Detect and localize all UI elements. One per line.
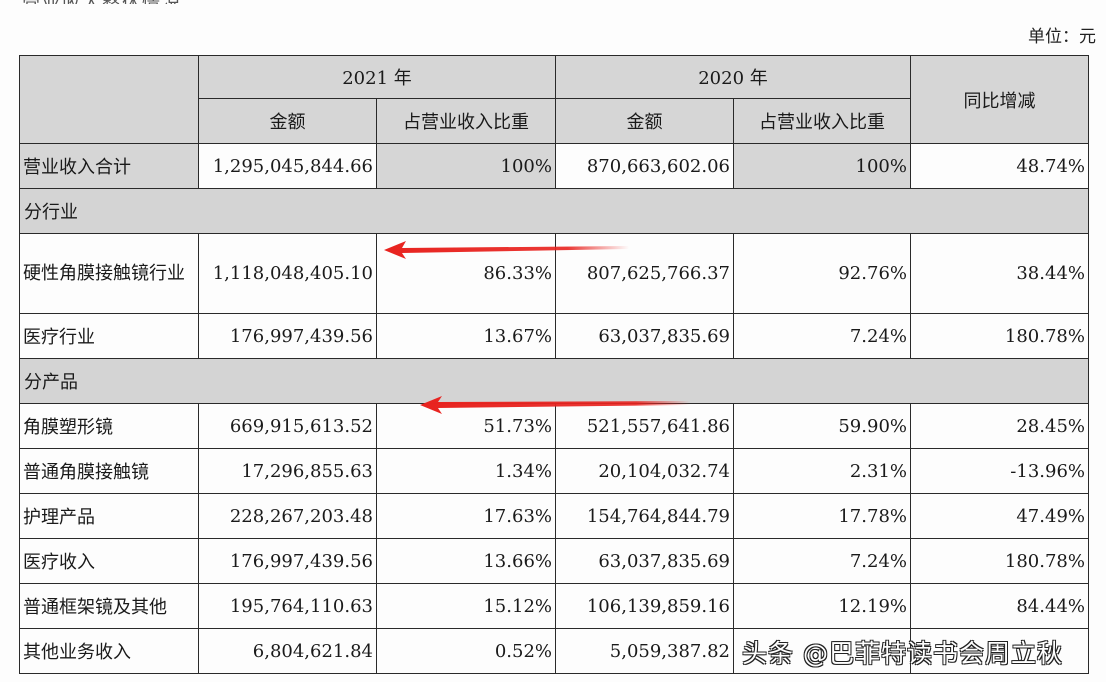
row-share-2021: 13.67% [376,313,556,359]
row-amount-2020: 521,557,641.86 [555,403,734,449]
header-row-years: 2021 年 2020 年 同比增减 [19,55,1089,144]
total-yoy: 48.74% [910,143,1089,189]
row-label: 角膜塑形镜 [19,403,199,449]
row-share-2020 [733,628,911,674]
row-share-2020: 59.90% [733,403,911,449]
row-label: 普通角膜接触镜 [19,448,199,494]
row-amount-2020: 63,037,835.69 [555,313,734,359]
row-amount-2020: 106,139,859.16 [555,583,734,629]
row-share-2021: 86.33% [376,233,556,314]
row-yoy: 180.78% [910,313,1089,359]
partial-caption: 营业收入整体情况 [22,0,182,4]
header-amount-2020: 金额 [555,98,734,144]
row-amount-2021: 228,267,203.48 [198,493,377,539]
table-row: 角膜塑形镜 669,915,613.52 51.73% 521,557,641.… [19,403,1089,449]
watermark: 头条 @巴菲特读书会周立秋 [742,639,1063,668]
row-share-2020: 17.78% [733,493,911,539]
row-yoy: -13.96% [910,448,1089,494]
header-blank [19,55,199,144]
table-row: 医疗行业 176,997,439.56 13.67% 63,037,835.69… [19,313,1089,359]
header-2020: 2020 年 [555,55,911,99]
row-share-2020: 92.76% [733,233,911,314]
section-title: 分产品 [19,358,1089,404]
header-2021: 2021 年 [198,55,556,99]
row-amount-2020: 5,059,387.82 [555,628,734,674]
row-yoy: 28.45% [910,403,1089,449]
row-amount-2020: 20,104,032.74 [555,448,734,494]
total-share-2020: 100% [733,143,911,189]
table-row: 其他业务收入 6,804,621.84 0.52% 5,059,387.82 [19,628,1089,674]
row-yoy: 84.44% [910,583,1089,629]
row-amount-2021: 17,296,855.63 [198,448,377,494]
table-row: 硬性角膜接触镜行业 1,118,048,405.10 86.33% 807,62… [19,233,1089,314]
table-row: 普通框架镜及其他 195,764,110.63 15.12% 106,139,8… [19,583,1089,629]
row-share-2020: 7.24% [733,313,911,359]
table-row: 护理产品 228,267,203.48 17.63% 154,764,844.7… [19,493,1089,539]
table-row: 普通角膜接触镜 17,296,855.63 1.34% 20,104,032.7… [19,448,1089,494]
row-amount-2021: 669,915,613.52 [198,403,377,449]
row-label: 其他业务收入 [19,628,199,674]
row-share-2020: 7.24% [733,538,911,584]
header-share-2021: 占营业收入比重 [376,98,556,144]
unit-label: 单位：元 [1028,27,1096,47]
table-row: 医疗收入 176,997,439.56 13.66% 63,037,835.69… [19,538,1089,584]
total-label: 营业收入合计 [19,143,199,189]
row-amount-2021: 195,764,110.63 [198,583,377,629]
row-share-2021: 1.34% [376,448,556,494]
row-yoy: 180.78% [910,538,1089,584]
row-share-2021: 15.12% [376,583,556,629]
row-label: 医疗收入 [19,538,199,584]
row-label: 普通框架镜及其他 [19,583,199,629]
row-label: 硬性角膜接触镜行业 [19,233,199,314]
total-row: 营业收入合计 1,295,045,844.66 100% 870,663,602… [19,143,1089,189]
row-label: 护理产品 [19,493,199,539]
section-row-product: 分产品 [19,358,1089,404]
header-amount-2021: 金额 [198,98,377,144]
row-amount-2020: 154,764,844.79 [555,493,734,539]
row-share-2020: 12.19% [733,583,911,629]
total-share-2021: 100% [376,143,556,189]
row-amount-2021: 176,997,439.56 [198,313,377,359]
section-title: 分行业 [19,188,1089,234]
row-amount-2021: 1,118,048,405.10 [198,233,377,314]
total-amount-2020: 870,663,602.06 [555,143,734,189]
row-amount-2021: 176,997,439.56 [198,538,377,584]
row-amount-2020: 807,625,766.37 [555,233,734,314]
header-share-2020: 占营业收入比重 [733,98,911,144]
revenue-table: 2021 年 2020 年 同比增减 金额 占营业收入比重 金额 占营业收入比重… [19,55,1089,674]
row-share-2021: 17.63% [376,493,556,539]
row-share-2021: 51.73% [376,403,556,449]
section-row-industry: 分行业 [19,188,1089,234]
row-amount-2020: 63,037,835.69 [555,538,734,584]
row-yoy: 47.49% [910,493,1089,539]
row-yoy: 38.44% [910,233,1089,314]
total-amount-2021: 1,295,045,844.66 [198,143,377,189]
row-amount-2021: 6,804,621.84 [198,628,377,674]
row-share-2021: 0.52% [376,628,556,674]
header-row-cols: 金额 占营业收入比重 金额 占营业收入比重 [20,98,1089,144]
row-share-2021: 13.66% [376,538,556,584]
row-share-2020: 2.31% [733,448,911,494]
row-label: 医疗行业 [19,313,199,359]
row-yoy [910,628,1089,674]
header-yoy: 同比增减 [910,55,1089,144]
